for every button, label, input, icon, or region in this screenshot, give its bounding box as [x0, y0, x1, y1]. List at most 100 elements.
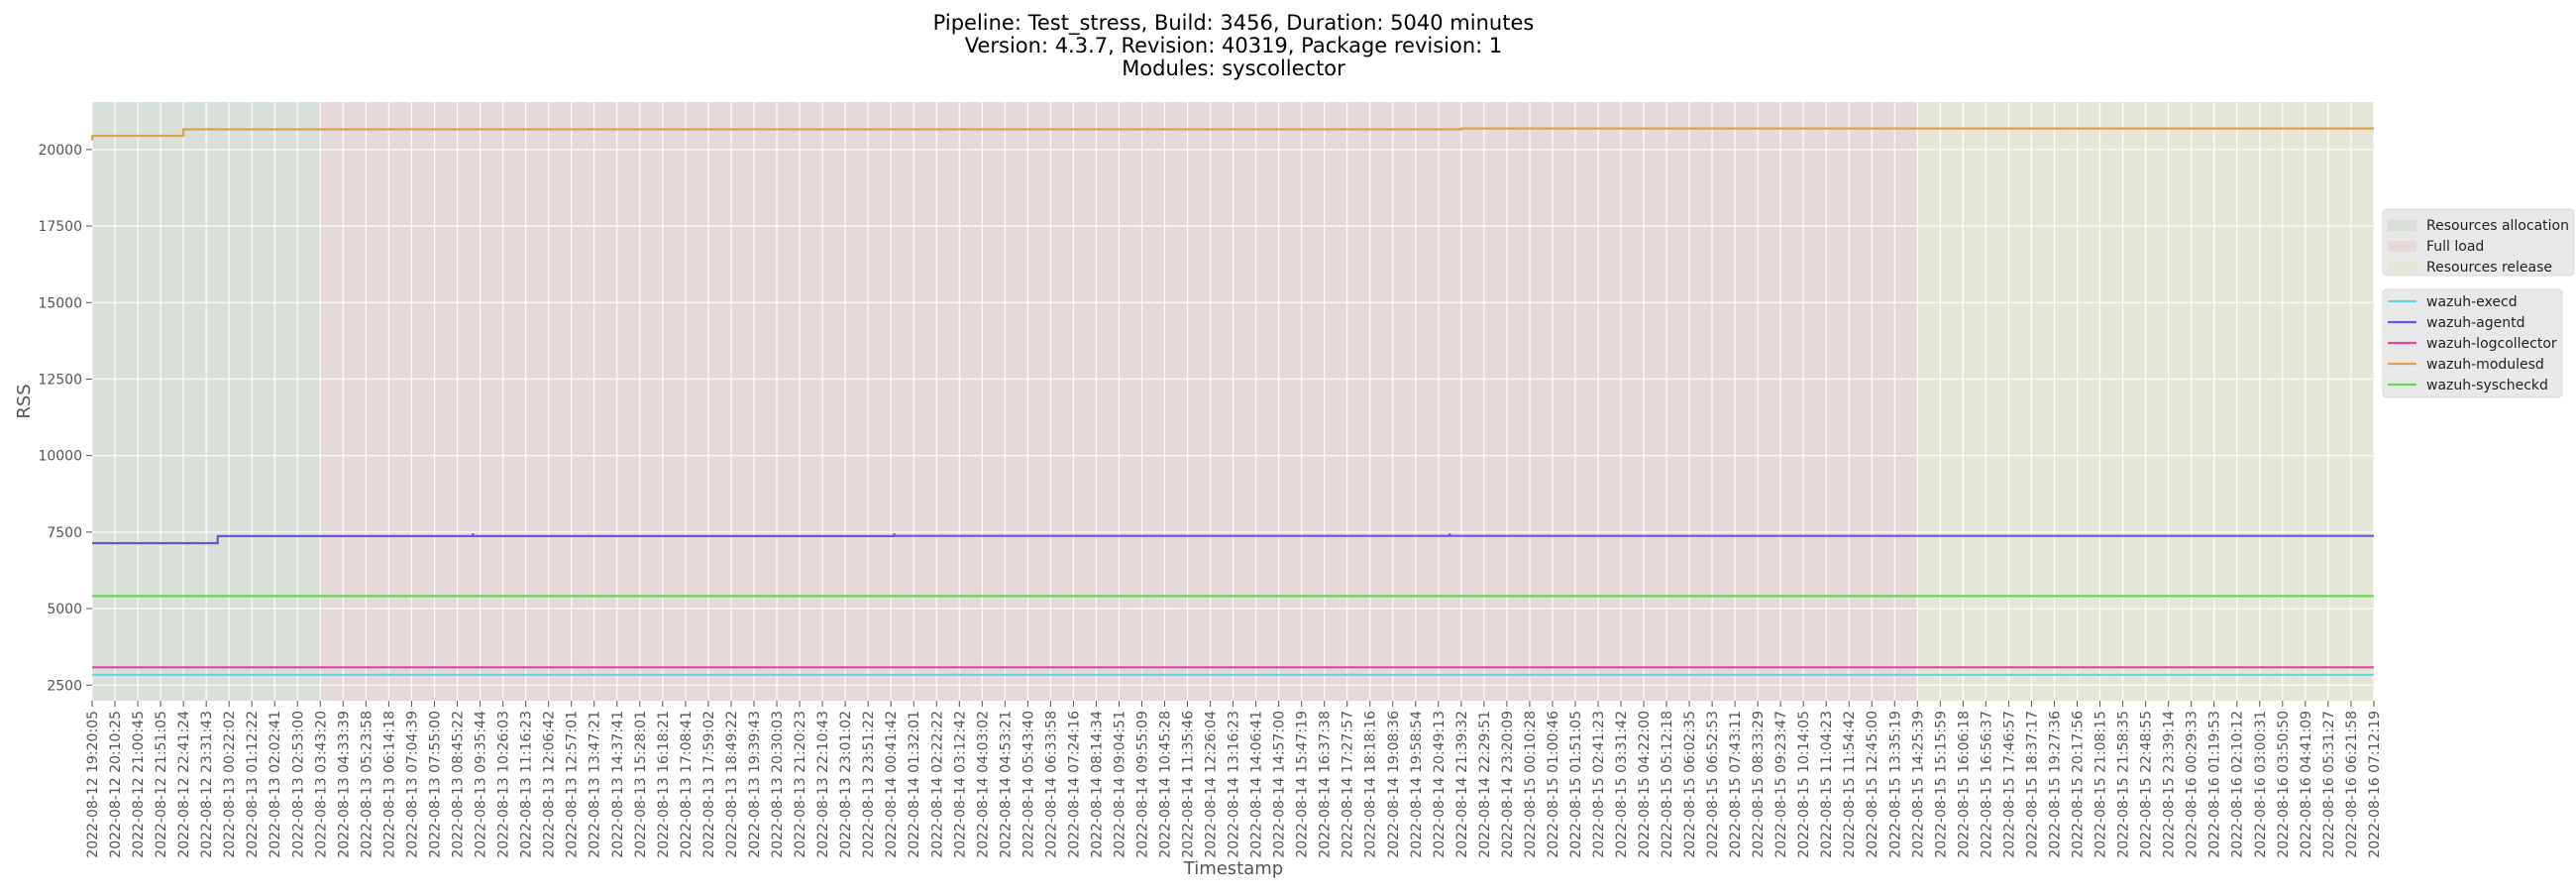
x-tick-label: 2022-08-15 12:45:00 [1865, 711, 1880, 858]
x-tick-label: 2022-08-15 10:14:05 [1796, 711, 1812, 858]
legend-label: Resources release [2426, 260, 2552, 276]
x-tick-label: 2022-08-15 03:31:42 [1614, 711, 1630, 858]
x-tick-label: 2022-08-13 21:20:23 [793, 711, 808, 858]
x-tick-label: 2022-08-15 06:52:53 [1705, 711, 1721, 858]
legend-swatch [2388, 262, 2416, 273]
x-tick-label: 2022-08-13 11:16:23 [519, 711, 535, 858]
y-tick-label: 2500 [47, 678, 82, 694]
x-tick-label: 2022-08-15 16:56:37 [1979, 711, 1994, 858]
x-tick-label: 2022-08-15 06:02:35 [1682, 711, 1698, 858]
x-tick-label: 2022-08-13 08:45:22 [451, 711, 467, 858]
x-tick-label: 2022-08-13 12:57:01 [565, 711, 581, 858]
x-tick-label: 2022-08-13 05:23:58 [359, 711, 375, 858]
y-axis: 2500 5000 7500 10000 12500 15000 17500 20000 [38, 143, 92, 694]
x-tick-label: 2022-08-16 03:00:31 [2253, 711, 2269, 858]
x-tick-label: 2022-08-14 06:33:58 [1043, 711, 1059, 858]
x-tick-label: 2022-08-13 02:53:00 [290, 711, 306, 858]
x-tick-label: 2022-08-15 00:10:28 [1523, 711, 1539, 858]
x-tick-label: 2022-08-13 23:51:22 [861, 711, 877, 858]
legend-label: wazuh-syscheckd [2426, 378, 2548, 393]
x-tick-label: 2022-08-15 19:27:36 [2047, 711, 2063, 858]
legend-swatch [2388, 220, 2416, 231]
y-tick-label: 5000 [47, 602, 82, 617]
x-tick-label: 2022-08-14 09:55:09 [1134, 711, 1150, 858]
x-tick-label: 2022-08-13 18:49:22 [724, 711, 740, 858]
x-tick-label: 2022-08-13 02:02:41 [268, 711, 283, 858]
x-tick-label: 2022-08-13 13:47:21 [588, 711, 603, 858]
y-tick-label: 15000 [38, 295, 82, 311]
y-tick-label: 12500 [38, 372, 82, 388]
x-tick-label: 2022-08-14 05:43:40 [1020, 711, 1036, 858]
x-tick-label: 2022-08-13 23:01:02 [838, 711, 854, 858]
x-tick-label: 2022-08-14 21:39:32 [1454, 711, 1470, 858]
legend-phases: Resources allocation Full load Resources r… [2382, 208, 2575, 277]
chart-title: Pipeline: Test_stress, Build: 3456, Dura… [933, 11, 1535, 80]
x-tick-label: 2022-08-16 03:50:50 [2276, 711, 2292, 858]
x-tick-label: 2022-08-14 01:32:01 [907, 711, 922, 858]
x-tick-label: 2022-08-14 14:06:41 [1249, 711, 1265, 858]
x-tick-label: 2022-08-13 15:28:01 [633, 711, 649, 858]
y-tick-label: 10000 [38, 449, 82, 465]
x-tick-label: 2022-08-13 14:37:41 [610, 711, 626, 858]
x-axis: 2022-08-12 19:20:05 2022-08-12 20:10:25 20… [85, 701, 2383, 858]
x-tick-label: 2022-08-16 01:19:53 [2207, 711, 2223, 858]
grid [91, 102, 2375, 701]
x-tick-label: 2022-08-15 05:12:18 [1660, 711, 1675, 858]
x-tick-label: 2022-08-13 06:14:18 [381, 711, 397, 858]
x-tick-label: 2022-08-13 04:33:39 [336, 711, 352, 858]
legend-label: wazuh-modulesd [2426, 357, 2544, 373]
x-tick-label: 2022-08-14 16:37:38 [1318, 711, 1334, 858]
x-tick-label: 2022-08-13 19:39:43 [747, 711, 763, 858]
x-tick-label: 2022-08-14 14:57:00 [1272, 711, 1288, 858]
x-tick-label: 2022-08-14 15:47:19 [1295, 711, 1311, 858]
x-tick-label: 2022-08-14 09:04:51 [1112, 711, 1127, 858]
x-tick-label: 2022-08-12 22:41:24 [176, 711, 192, 858]
x-tick-label: 2022-08-16 02:10:12 [2230, 711, 2246, 858]
x-tick-label: 2022-08-13 22:10:43 [815, 711, 831, 858]
series-line-wazuh-agentd [92, 533, 2374, 545]
x-tick-label: 2022-08-15 21:08:15 [2093, 711, 2109, 858]
x-tick-label: 2022-08-15 13:35:19 [1887, 711, 1903, 858]
legend-label: Full load [2426, 239, 2484, 255]
x-tick-label: 2022-08-13 17:08:41 [679, 711, 695, 858]
x-tick-label: 2022-08-15 20:17:56 [2071, 711, 2087, 858]
x-tick-label: 2022-08-13 03:43:20 [313, 711, 329, 858]
x-tick-label: 2022-08-14 20:49:13 [1432, 711, 1448, 858]
x-tick-label: 2022-08-16 06:21:58 [2344, 711, 2360, 858]
legend-box [2382, 288, 2563, 398]
x-tick-label: 2022-08-15 09:23:47 [1773, 711, 1789, 858]
x-tick-label: 2022-08-15 11:04:23 [1819, 711, 1835, 858]
x-tick-label: 2022-08-13 09:35:44 [474, 711, 489, 858]
x-tick-label: 2022-08-15 02:41:23 [1591, 711, 1607, 858]
title-line-2: Version: 4.3.7, Revision: 40319, Package… [965, 34, 1503, 57]
title-line-3: Modules: syscollector [1122, 56, 1345, 80]
y-tick-label: 7500 [47, 525, 82, 541]
x-tick-label: 2022-08-15 15:15:59 [1933, 711, 1949, 858]
x-tick-label: 2022-08-12 19:20:05 [85, 711, 101, 858]
legend-label: Resources allocation [2426, 218, 2569, 234]
x-tick-label: 2022-08-16 07:12:19 [2367, 711, 2383, 858]
x-tick-label: 2022-08-12 21:51:05 [154, 711, 169, 858]
x-tick-label: 2022-08-13 00:22:02 [222, 711, 238, 858]
x-axis-label: Timestamp [1183, 858, 1283, 879]
x-tick-label: 2022-08-12 21:00:45 [131, 711, 147, 858]
x-tick-label: 2022-08-14 08:14:34 [1089, 711, 1105, 858]
x-tick-label: 2022-08-14 22:29:51 [1477, 711, 1493, 858]
x-tick-label: 2022-08-14 03:12:42 [952, 711, 968, 858]
legend-label: wazuh-logcollector [2426, 336, 2557, 352]
x-tick-label: 2022-08-14 13:16:23 [1227, 711, 1242, 858]
x-tick-label: 2022-08-15 17:46:57 [2001, 711, 2017, 858]
x-tick-label: 2022-08-14 19:08:36 [1386, 711, 1402, 858]
x-tick-label: 2022-08-15 16:06:18 [1956, 711, 1972, 858]
x-tick-label: 2022-08-15 23:39:14 [2162, 711, 2178, 858]
x-tick-label: 2022-08-13 12:06:42 [542, 711, 558, 858]
x-tick-label: 2022-08-12 23:31:43 [199, 711, 215, 858]
x-tick-label: 2022-08-14 17:27:57 [1341, 711, 1356, 858]
series-line-wazuh-modulesd [90, 127, 2374, 141]
x-tick-label: 2022-08-15 18:37:17 [2024, 711, 2040, 858]
x-tick-label: 2022-08-15 11:54:42 [1842, 711, 1858, 858]
series-lines [90, 127, 2374, 676]
legend-series: wazuh-execd wazuh-agentd wazuh-logcollecto… [2382, 288, 2563, 398]
x-tick-label: 2022-08-14 11:35:46 [1181, 711, 1197, 858]
